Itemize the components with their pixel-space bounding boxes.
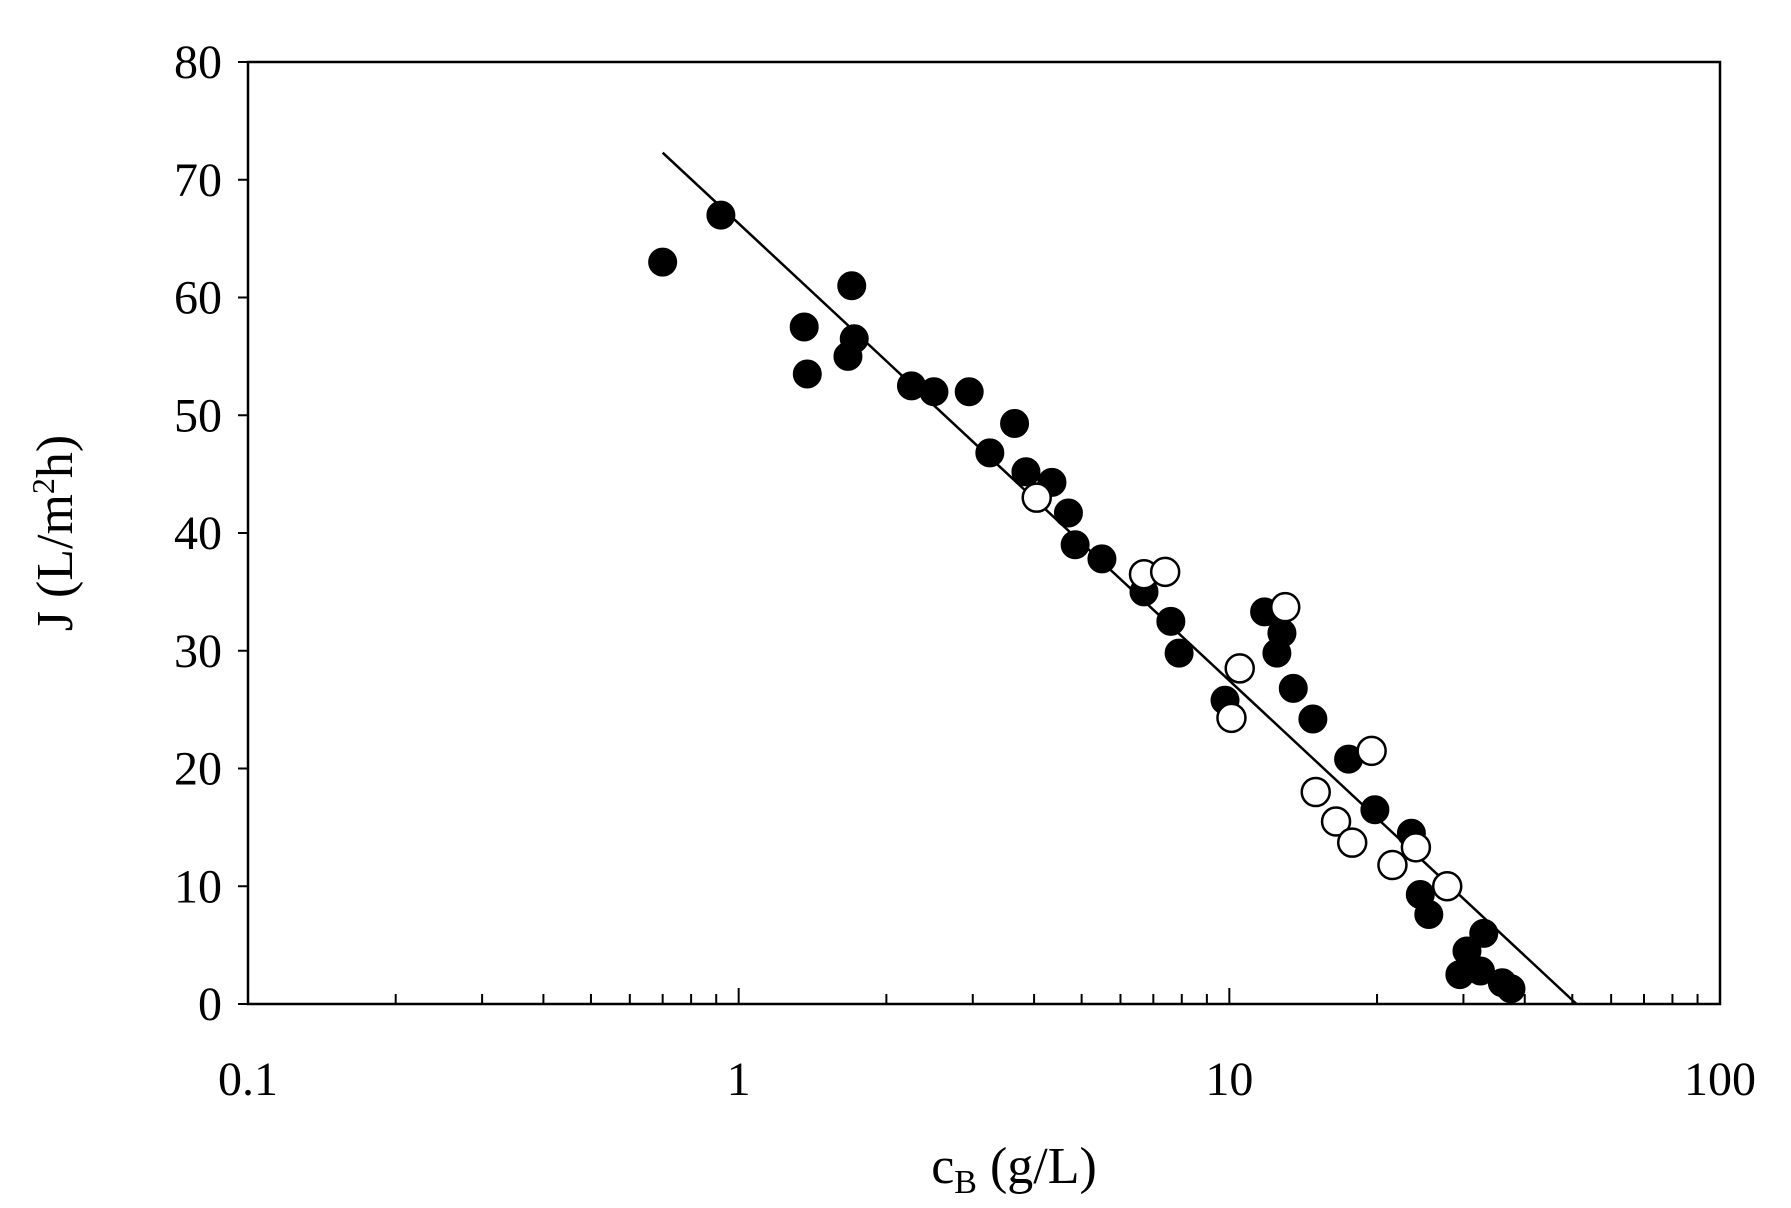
x-axis-label-main: c — [931, 1138, 954, 1195]
data-points — [648, 200, 1526, 1004]
x-tick-label: 0.1 — [218, 1053, 278, 1106]
data-point-filled — [1414, 900, 1444, 930]
data-point-filled — [1267, 618, 1297, 648]
data-point-open — [1269, 591, 1301, 623]
data-point-filled — [706, 200, 736, 230]
data-point-filled — [1496, 974, 1526, 1004]
data-point-open — [1216, 702, 1247, 734]
data-point-filled — [1011, 457, 1041, 487]
data-point-filled — [954, 377, 984, 407]
data-point-open — [1224, 653, 1255, 684]
y-axis-label: J (L/m2h) — [25, 435, 84, 632]
x-tick-label: 10 — [1205, 1053, 1253, 1106]
data-point-open — [1300, 776, 1331, 808]
x-tick-label: 1 — [727, 1053, 751, 1106]
y-axis-label-superscript: 2 — [25, 478, 61, 494]
x-axis-label-subscript: B — [954, 1164, 977, 1201]
y-tick-label: 60 — [174, 272, 222, 325]
data-point-filled — [789, 312, 819, 342]
data-point-filled — [919, 377, 949, 407]
y-tick-label: 80 — [174, 36, 222, 89]
y-tick-label: 50 — [174, 389, 222, 442]
data-point-open — [1400, 832, 1432, 863]
data-point-open — [1149, 556, 1181, 588]
data-point-filled — [839, 324, 869, 354]
x-axis-label-rest: (g/L) — [977, 1138, 1097, 1195]
data-point-open — [1356, 735, 1387, 767]
y-tick-label: 20 — [174, 743, 222, 796]
x-tick-label: 100 — [1684, 1053, 1756, 1106]
fit-line — [661, 151, 1578, 1005]
data-point-filled — [1000, 408, 1030, 438]
y-tick-label: 40 — [174, 507, 222, 560]
data-point-filled — [1278, 673, 1308, 703]
data-point-open — [1320, 806, 1352, 837]
data-point-filled — [792, 359, 822, 389]
data-point-filled — [837, 271, 867, 301]
data-point-filled — [648, 247, 678, 277]
y-tick-label: 0 — [198, 978, 222, 1031]
data-point-filled — [1053, 498, 1083, 528]
y-tick-label: 10 — [174, 860, 222, 913]
x-axis-label: cB (g/L) — [931, 1138, 1097, 1201]
data-point-filled — [1298, 704, 1328, 734]
data-point-filled — [1060, 530, 1090, 560]
data-point-filled — [1469, 918, 1499, 948]
plot-frame — [246, 60, 1722, 1006]
data-point-filled — [1164, 638, 1194, 668]
data-point-open — [1021, 482, 1052, 513]
axis-ticks — [238, 61, 1699, 1005]
y-axis-label-post: h) — [27, 435, 84, 478]
y-tick-label: 70 — [174, 154, 222, 207]
data-point-open — [1336, 827, 1368, 858]
data-point-filled — [975, 438, 1005, 468]
axis-tick-labels: 0.1 1 10 100 0 10 20 30 40 50 60 70 80 — [174, 36, 1756, 1106]
data-point-open — [1377, 849, 1408, 881]
data-point-filled — [1360, 795, 1390, 825]
y-axis-label-pre: J (L/m — [27, 494, 84, 631]
data-point-filled — [1156, 606, 1186, 636]
y-tick-label: 30 — [174, 625, 222, 678]
data-point-filled — [1087, 544, 1117, 574]
data-point-open — [1431, 871, 1463, 902]
